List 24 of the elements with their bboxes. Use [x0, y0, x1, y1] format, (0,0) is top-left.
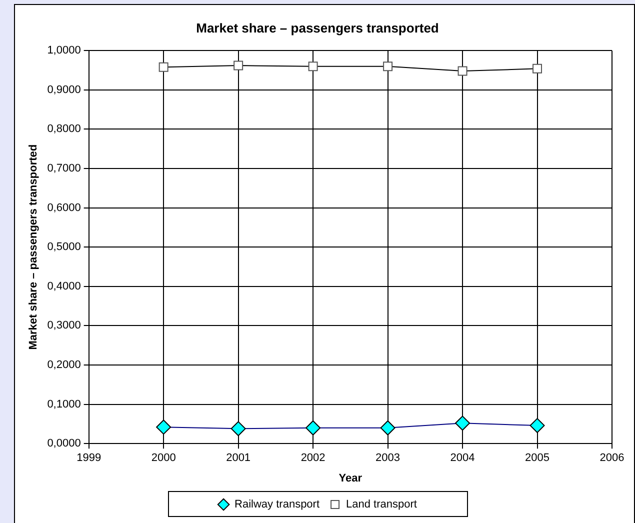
x-tick-label: 2002 — [300, 452, 326, 464]
y-tick-label: 0,0000 — [47, 438, 81, 450]
x-tick-label: 2004 — [450, 452, 475, 464]
y-tick-label: 0,7000 — [47, 162, 81, 175]
y-tick-label: 0,3000 — [47, 320, 81, 332]
y-tick-label: 1,0000 — [47, 44, 81, 57]
x-tick-label: 2001 — [226, 452, 251, 464]
legend-label: Land transport — [346, 498, 417, 511]
y-tick-label: 0,4000 — [47, 280, 81, 292]
x-tick-label: 2006 — [600, 452, 624, 464]
y-tick-label: 0,6000 — [47, 202, 81, 214]
y-tick-label: 0,9000 — [47, 84, 81, 96]
x-tick-label: 2000 — [151, 452, 176, 464]
y-axis-title: Market share – passengers transported — [28, 144, 40, 350]
x-axis-title: Year — [338, 472, 363, 484]
x-tick-label: 2005 — [525, 452, 550, 464]
x-tick-label: 1999 — [76, 452, 102, 464]
chart-title: Market share – passengers transported — [196, 20, 439, 36]
y-tick-label: 0,8000 — [47, 123, 81, 136]
y-tick-label: 0,2000 — [47, 359, 81, 372]
legend-label: Railway transport — [234, 498, 320, 511]
x-tick-label: 2003 — [376, 452, 400, 464]
y-tick-label: 0,5000 — [47, 241, 81, 254]
y-tick-label: 0,1000 — [47, 398, 81, 410]
